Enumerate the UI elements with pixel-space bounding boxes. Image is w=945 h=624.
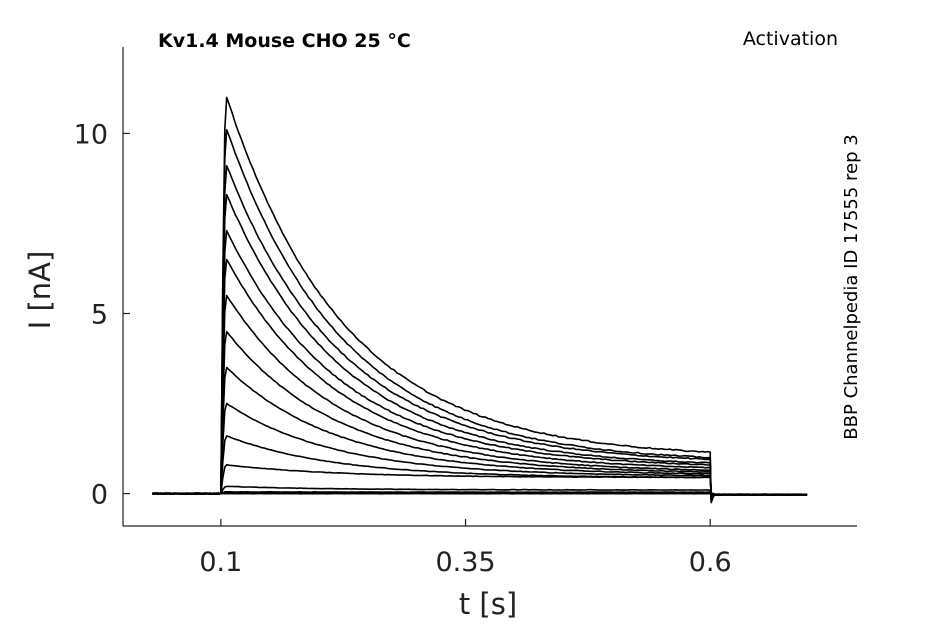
ticks: 0.1 0.35 0.6 0 5 10	[74, 119, 732, 578]
current-trace	[152, 193, 808, 502]
current-trace	[152, 330, 808, 499]
chart-title: Kv1.4 Mouse CHO 25 °C	[158, 30, 411, 52]
x-tick-label: 0.6	[689, 547, 732, 578]
y-axis-label: I [nA]	[23, 251, 57, 330]
current-traces	[152, 96, 808, 504]
x-axis-label: t [s]	[459, 587, 517, 621]
current-trace	[152, 165, 808, 502]
current-trace	[152, 402, 808, 497]
y-tick-label: 5	[91, 300, 108, 331]
y-tick-label: 0	[91, 480, 108, 511]
x-tick-label: 0.1	[199, 547, 242, 578]
current-trace	[152, 129, 808, 503]
side-label: BBP Channelpedia ID 17555 rep 3	[841, 134, 862, 439]
current-trace	[152, 96, 808, 504]
y-tick-label: 10	[74, 119, 108, 150]
protocol-label: Activation	[743, 28, 838, 50]
x-tick-label: 0.35	[435, 547, 495, 578]
axes	[122, 47, 857, 527]
